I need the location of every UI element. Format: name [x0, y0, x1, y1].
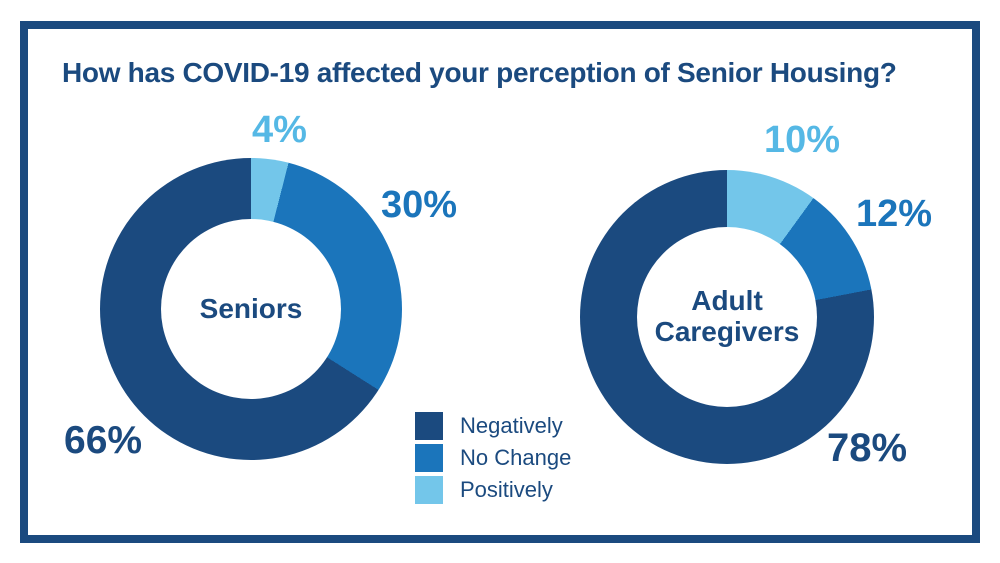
callout-caregivers-positively: 10% [764, 119, 841, 161]
chart-title: How has COVID-19 affected your perceptio… [62, 57, 897, 88]
callout-seniors-negatively: 66% [64, 419, 143, 462]
legend-row-no-change: No Change [415, 444, 571, 472]
donut-center-label-seniors: Seniors [199, 292, 303, 324]
legend-row-negatively: Negatively [415, 412, 571, 440]
legend-row-positively: Positively [415, 476, 571, 504]
donut-chart-adult-caregivers: Adult Caregivers [580, 170, 874, 464]
legend-swatch-no-change [415, 444, 443, 472]
legend-label-no-change: No Change [460, 445, 572, 470]
donut-hole-adult-caregivers: Adult Caregivers [637, 227, 817, 407]
legend-label-negatively: Negatively [460, 413, 563, 438]
legend-swatch-negatively [415, 412, 443, 440]
callout-caregivers-negatively: 78% [827, 426, 908, 470]
donut-chart-seniors: Seniors [100, 158, 402, 460]
callout-seniors-positively: 4% [252, 109, 307, 151]
donut-center-label-adult-caregivers: Adult Caregivers [654, 285, 800, 347]
callout-caregivers-no-change: 12% [856, 193, 933, 235]
border-frame [20, 21, 980, 543]
legend: Negatively No Change Positively [415, 412, 571, 508]
legend-label-positively: Positively [460, 477, 553, 502]
callout-seniors-no-change: 30% [381, 184, 458, 226]
donut-hole-seniors: Seniors [161, 219, 341, 399]
legend-swatch-positively [415, 476, 443, 504]
